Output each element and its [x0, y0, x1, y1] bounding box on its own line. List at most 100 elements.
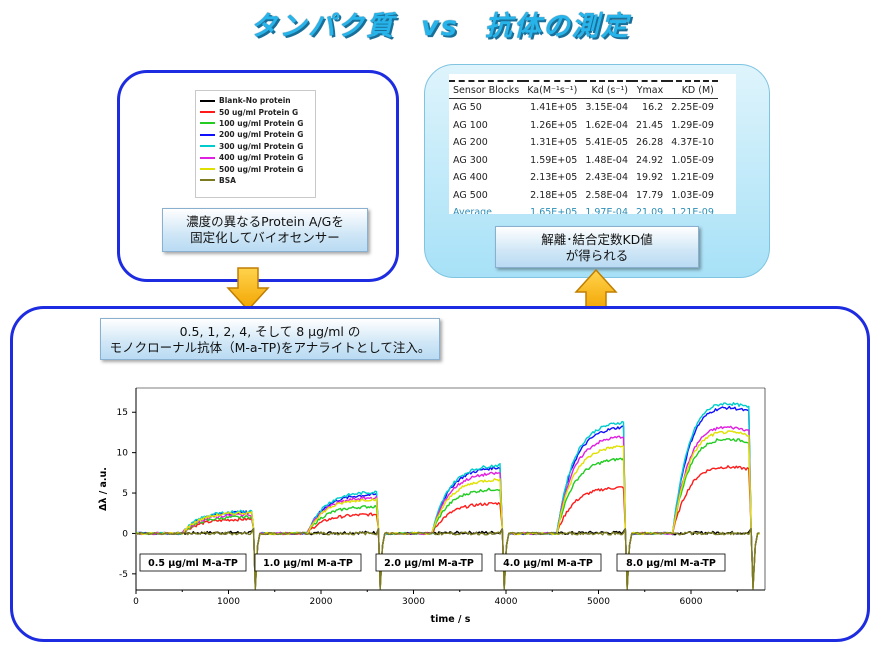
title-vs: vs	[421, 11, 459, 42]
legend-item: 100 ug/ml Protein G	[200, 118, 315, 129]
x-tick-label: 0	[133, 597, 139, 607]
chart-labels: time / s Δλ / a.u. 0.5 μg/ml M-a-TP 1.0 μg/…	[98, 467, 726, 625]
table-header-row: Sensor Blocks Ka(M⁻¹s⁻¹) Kd (s⁻¹) Ymax K…	[449, 80, 718, 99]
table-cell: 26.28	[636, 137, 664, 149]
legend-swatch	[200, 145, 215, 148]
legend-label: 300 ug/ml Protein G	[219, 141, 304, 151]
constants-note-line1: 解離･結合定数KD値	[541, 232, 653, 247]
table-cell: 17.79	[636, 189, 664, 201]
injection-note: 0.5, 1, 2, 4, そして 8 μg/ml の モノクローナル抗体（M-…	[100, 318, 440, 360]
injection-label-text: 1.0 μg/ml M-a-TP	[263, 558, 353, 569]
legend-label: 200 ug/ml Protein G	[219, 130, 304, 140]
legend-item: 300 ug/ml Protein G	[200, 141, 315, 152]
table-row: AG 50 1.41E+05 3.15E-04 16.2 2.25E-09	[449, 99, 718, 117]
table-cell: Average	[453, 207, 493, 214]
table-cell: AG 300	[453, 154, 488, 166]
injection-label-box	[375, 553, 483, 572]
constants-note-line2: が得られる	[565, 248, 629, 263]
injection-label-box	[254, 553, 362, 572]
table-cell: 1.05E-09	[671, 154, 714, 166]
y-tick-label: 0	[122, 529, 128, 539]
table-row-average: Average 1.65E+05 1.97E-04 21.09 1.21E-09	[449, 204, 718, 214]
constants-note: 解離･結合定数KD値 が得られる	[495, 226, 699, 268]
table-cell: 5.41E-05	[585, 137, 628, 149]
legend-label: Blank-No protein	[219, 96, 291, 106]
biosensor-note-line1: 濃度の異なるProtein A/Gを	[186, 214, 344, 229]
table-header: Ymax	[632, 80, 668, 99]
legend-item: 200 ug/ml Protein G	[200, 129, 315, 140]
page-title: タンパク質 vs 抗体の測定	[0, 4, 880, 43]
table-cell: 2.13E+05	[530, 172, 578, 184]
legend-swatch	[200, 168, 215, 171]
table-cell: 3.15E-04	[585, 102, 628, 114]
legend-swatch	[200, 179, 215, 182]
biosensor-note-line2: 固定化してバイオセンサー	[190, 230, 340, 245]
table-cell: 2.18E+05	[530, 189, 578, 201]
table-cell: AG 500	[453, 189, 488, 201]
legend-item: 400 ug/ml Protein G	[200, 152, 315, 163]
legend-swatch	[200, 156, 215, 159]
injection-label-text: 0.5 μg/ml M-a-TP	[148, 558, 238, 569]
table-row: AG 400 2.13E+05 2.43E-04 19.92 1.21E-09	[449, 169, 718, 187]
legend-swatch	[200, 99, 215, 102]
table-cell: 1.48E-04	[585, 154, 628, 166]
table-row: AG 500 2.18E+05 2.58E-04 17.79 1.03E-09	[449, 187, 718, 205]
table-cell: AG 100	[453, 119, 488, 131]
table-row: AG 100 1.26E+05 1.62E-04 21.45 1.29E-09	[449, 117, 718, 135]
table-cell: 21.09	[636, 207, 664, 214]
table-cell: 16.2	[642, 102, 664, 114]
constants-table-box: Sensor Blocks Ka(M⁻¹s⁻¹) Kd (s⁻¹) Ymax K…	[449, 74, 736, 214]
injection-label-text: 8.0 μg/ml M-a-TP	[626, 558, 716, 569]
legend-item: BSA	[200, 175, 315, 186]
table-header: KD (M)	[667, 80, 718, 99]
injection-note-line1: 0.5, 1, 2, 4, そして 8 μg/ml の	[179, 324, 361, 339]
table-cell: 2.43E-04	[585, 172, 628, 184]
injection-label-box	[616, 553, 726, 572]
injection-label-box	[494, 553, 602, 572]
title-right: 抗体の測定	[484, 11, 630, 42]
injection-note-line2: モノクローナル抗体（M-a-TP)をアナライトとして注入。	[109, 340, 431, 355]
y-tick-label: 15	[117, 408, 128, 418]
table-cell: AG 400	[453, 172, 488, 184]
table-cell: 1.59E+05	[530, 154, 578, 166]
injection-label: 4.0 μg/ml M-a-TP	[494, 553, 602, 572]
table-cell: 2.25E-09	[671, 102, 714, 114]
x-axis-label: time / s	[431, 614, 471, 625]
table-cell: 4.37E-10	[671, 137, 714, 149]
table-cell: 1.21E-09	[671, 207, 714, 214]
legend-swatch	[200, 111, 215, 114]
table-cell: 1.65E+05	[530, 207, 578, 214]
down-arrow-icon	[226, 267, 270, 312]
table-cell: 1.26E+05	[530, 119, 578, 131]
legend-item: 50 ug/ml Protein G	[200, 106, 315, 117]
y-axis-label: Δλ / a.u.	[98, 467, 109, 511]
title-left: タンパク質	[250, 11, 396, 42]
legend-swatch	[200, 122, 215, 125]
y-tick-label: 10	[117, 449, 129, 459]
legend-label: BSA	[219, 175, 236, 185]
biosensor-note: 濃度の異なるProtein A/Gを 固定化してバイオセンサー	[162, 208, 368, 252]
injection-label: 2.0 μg/ml M-a-TP	[375, 553, 483, 572]
chart-axes: 0 1000 2000 3000 4000 5000 6000 -5 0 5 10 15	[117, 387, 766, 607]
x-tick-label: 2000	[310, 597, 333, 607]
table-cell: AG 200	[453, 137, 488, 149]
table-header: Sensor Blocks	[449, 80, 524, 99]
injection-label-text: 2.0 μg/ml M-a-TP	[384, 558, 474, 569]
table-cell: 1.21E-09	[671, 172, 714, 184]
table-row: AG 200 1.31E+05 5.41E-05 26.28 4.37E-10	[449, 134, 718, 152]
legend-label: 100 ug/ml Protein G	[219, 118, 304, 128]
x-tick-label: 1000	[217, 597, 240, 607]
injection-label: 8.0 μg/ml M-a-TP	[616, 553, 726, 572]
table-cell: 1.97E-04	[585, 207, 628, 214]
table-cell: 1.03E-09	[671, 189, 714, 201]
legend-label: 400 ug/ml Protein G	[219, 153, 304, 163]
x-tick-label: 4000	[495, 597, 518, 607]
y-tick-label: 5	[122, 489, 128, 499]
x-tick-label: 3000	[402, 597, 425, 607]
table-header: Kd (s⁻¹)	[581, 80, 632, 99]
x-tick-label: 6000	[680, 597, 703, 607]
y-tick-label: -5	[119, 570, 128, 580]
table-cell: 1.41E+05	[530, 102, 578, 114]
series-line	[135, 527, 760, 590]
